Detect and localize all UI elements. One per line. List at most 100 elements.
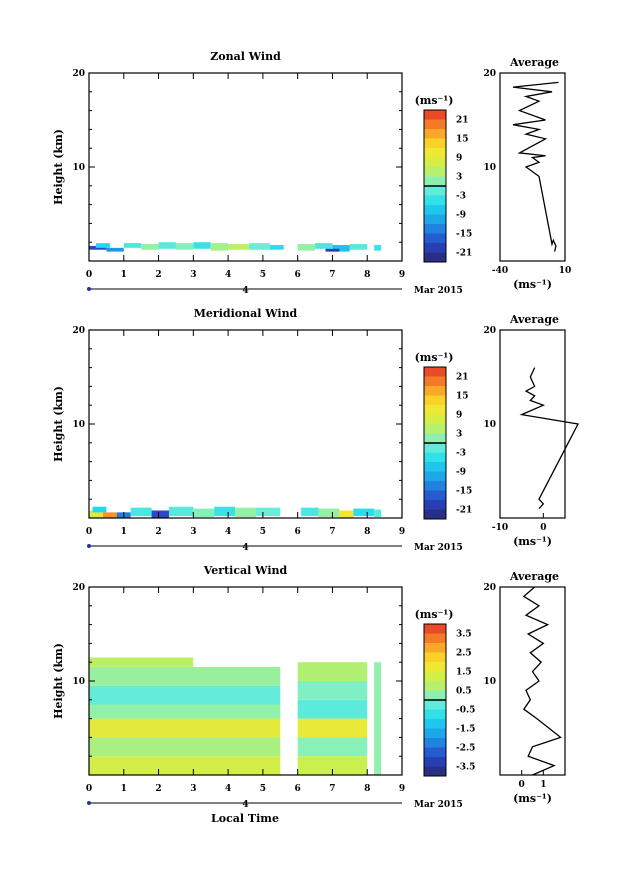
colorbar-segment <box>424 119 446 130</box>
average-unit-label: (ms⁻¹) <box>513 278 552 291</box>
average-title: Average <box>509 56 559 69</box>
colorbar-segment <box>424 176 446 187</box>
heatmap-cell <box>130 507 152 517</box>
heatmap-cell <box>269 245 284 250</box>
average-title: Average <box>509 570 559 583</box>
colorbar-segment <box>424 186 446 196</box>
y-tick-label: 10 <box>72 163 85 173</box>
heatmap-cell <box>151 510 169 518</box>
colorbar-segment <box>424 624 446 634</box>
average-x-tick-label: -40 <box>492 266 508 276</box>
heatmap-cell <box>301 507 319 517</box>
heatmap-cell <box>89 737 281 757</box>
heatmap-cell <box>318 508 340 518</box>
heatmap-cell <box>89 666 281 686</box>
colorbar-label: 21 <box>456 373 469 383</box>
average-x-tick-label: 10 <box>559 266 572 276</box>
colorbar-segment <box>424 452 446 463</box>
x-tick-label: 6 <box>295 527 301 537</box>
heatmap-cell <box>315 243 333 249</box>
heatmap-cell <box>255 507 281 517</box>
average-unit-label: (ms⁻¹) <box>513 792 552 805</box>
heatmap-cell <box>332 245 350 252</box>
x-axis-label: Local Time <box>211 812 279 825</box>
date-marker <box>87 544 91 548</box>
heatmap-cell <box>102 512 117 518</box>
date-month-year: Mar 2015 <box>414 800 463 810</box>
x-tick-label: 1 <box>121 270 127 280</box>
colorbar-label: -3 <box>456 449 466 459</box>
average-y-tick-label: 10 <box>483 677 496 687</box>
x-tick-label: 5 <box>260 784 266 794</box>
colorbar-label: -0.5 <box>456 706 475 716</box>
colorbar-segment <box>424 395 446 406</box>
average-y-tick-label: 10 <box>483 163 496 173</box>
x-tick-label: 5 <box>260 270 266 280</box>
colorbar-segment <box>424 509 446 520</box>
heatmap-cell <box>92 506 107 513</box>
colorbar-label: 1.5 <box>456 668 472 678</box>
x-tick-label: 7 <box>329 527 335 537</box>
colorbar-label: -3 <box>456 192 466 202</box>
heatmap-cell <box>193 508 215 518</box>
x-tick-label: 3 <box>190 784 196 794</box>
panel-title: Vertical Wind <box>203 564 288 577</box>
date-marker <box>87 287 91 291</box>
colorbar-label: 15 <box>456 135 469 145</box>
colorbar-segment <box>424 757 446 767</box>
x-tick-label: 5 <box>260 527 266 537</box>
x-tick-label: 8 <box>364 270 370 280</box>
x-tick-label: 7 <box>329 270 335 280</box>
colorbar-segment <box>424 766 446 777</box>
average-y-tick-label: 20 <box>483 69 496 79</box>
heatmap-cell <box>297 662 368 681</box>
colorbar-segment <box>424 386 446 396</box>
average-x-tick-label: 1 <box>540 780 546 790</box>
heatmap-cell <box>175 243 194 250</box>
heatmap-cell <box>349 244 368 250</box>
heatmap-cell <box>89 718 281 738</box>
heatmap-cell <box>106 247 124 252</box>
heatmap-cell <box>235 507 256 518</box>
average-y-tick-label: 20 <box>483 326 496 336</box>
average-profile-line <box>519 367 579 510</box>
panel-0: Zonal Wind 0 1 2 3 4 5 6 7 8 9 20 10 Height (km) 4 Mar … <box>52 50 571 296</box>
heatmap-cell <box>89 756 281 775</box>
heatmap-cell <box>193 242 211 249</box>
heatmap-cell <box>89 510 103 518</box>
heatmap-cell <box>168 506 194 517</box>
x-tick-label: 2 <box>155 270 161 280</box>
colorbar-segment <box>424 433 446 444</box>
date-day-label: 4 <box>242 286 248 296</box>
x-tick-label: 3 <box>190 527 196 537</box>
average-frame <box>499 329 566 519</box>
x-tick-label: 2 <box>155 527 161 537</box>
date-day-label: 4 <box>242 800 248 810</box>
panel-1: Meridional Wind 0 1 2 3 4 5 6 7 8 9 20 10 Height (km)… <box>52 307 579 553</box>
x-tick-label: 8 <box>364 527 370 537</box>
colorbar-segment <box>424 205 446 215</box>
colorbar-label: 3 <box>456 430 462 440</box>
heatmap-cell <box>89 685 281 705</box>
heatmap-cell <box>141 244 159 250</box>
average-frame <box>499 72 566 262</box>
y-tick-label: 20 <box>72 583 85 593</box>
heatmap-cell <box>339 510 354 518</box>
date-month-year: Mar 2015 <box>414 286 463 296</box>
average-x-tick-label: 0 <box>519 780 525 790</box>
colorbar-segment <box>424 243 446 253</box>
date-marker <box>87 801 91 805</box>
heatmap-cell <box>297 737 368 757</box>
colorbar-label: -2.5 <box>456 744 475 754</box>
colorbar-label: -15 <box>456 230 472 240</box>
colorbar-segment <box>424 376 446 387</box>
colorbar-segment <box>424 662 446 672</box>
panel-title: Meridional Wind <box>194 307 298 320</box>
colorbar-segment <box>424 643 446 653</box>
plot-frame <box>88 329 403 519</box>
colorbar-segment <box>424 129 446 139</box>
colorbar-segment <box>424 728 446 739</box>
heatmap-cell <box>374 509 382 518</box>
x-tick-label: 9 <box>399 527 405 537</box>
